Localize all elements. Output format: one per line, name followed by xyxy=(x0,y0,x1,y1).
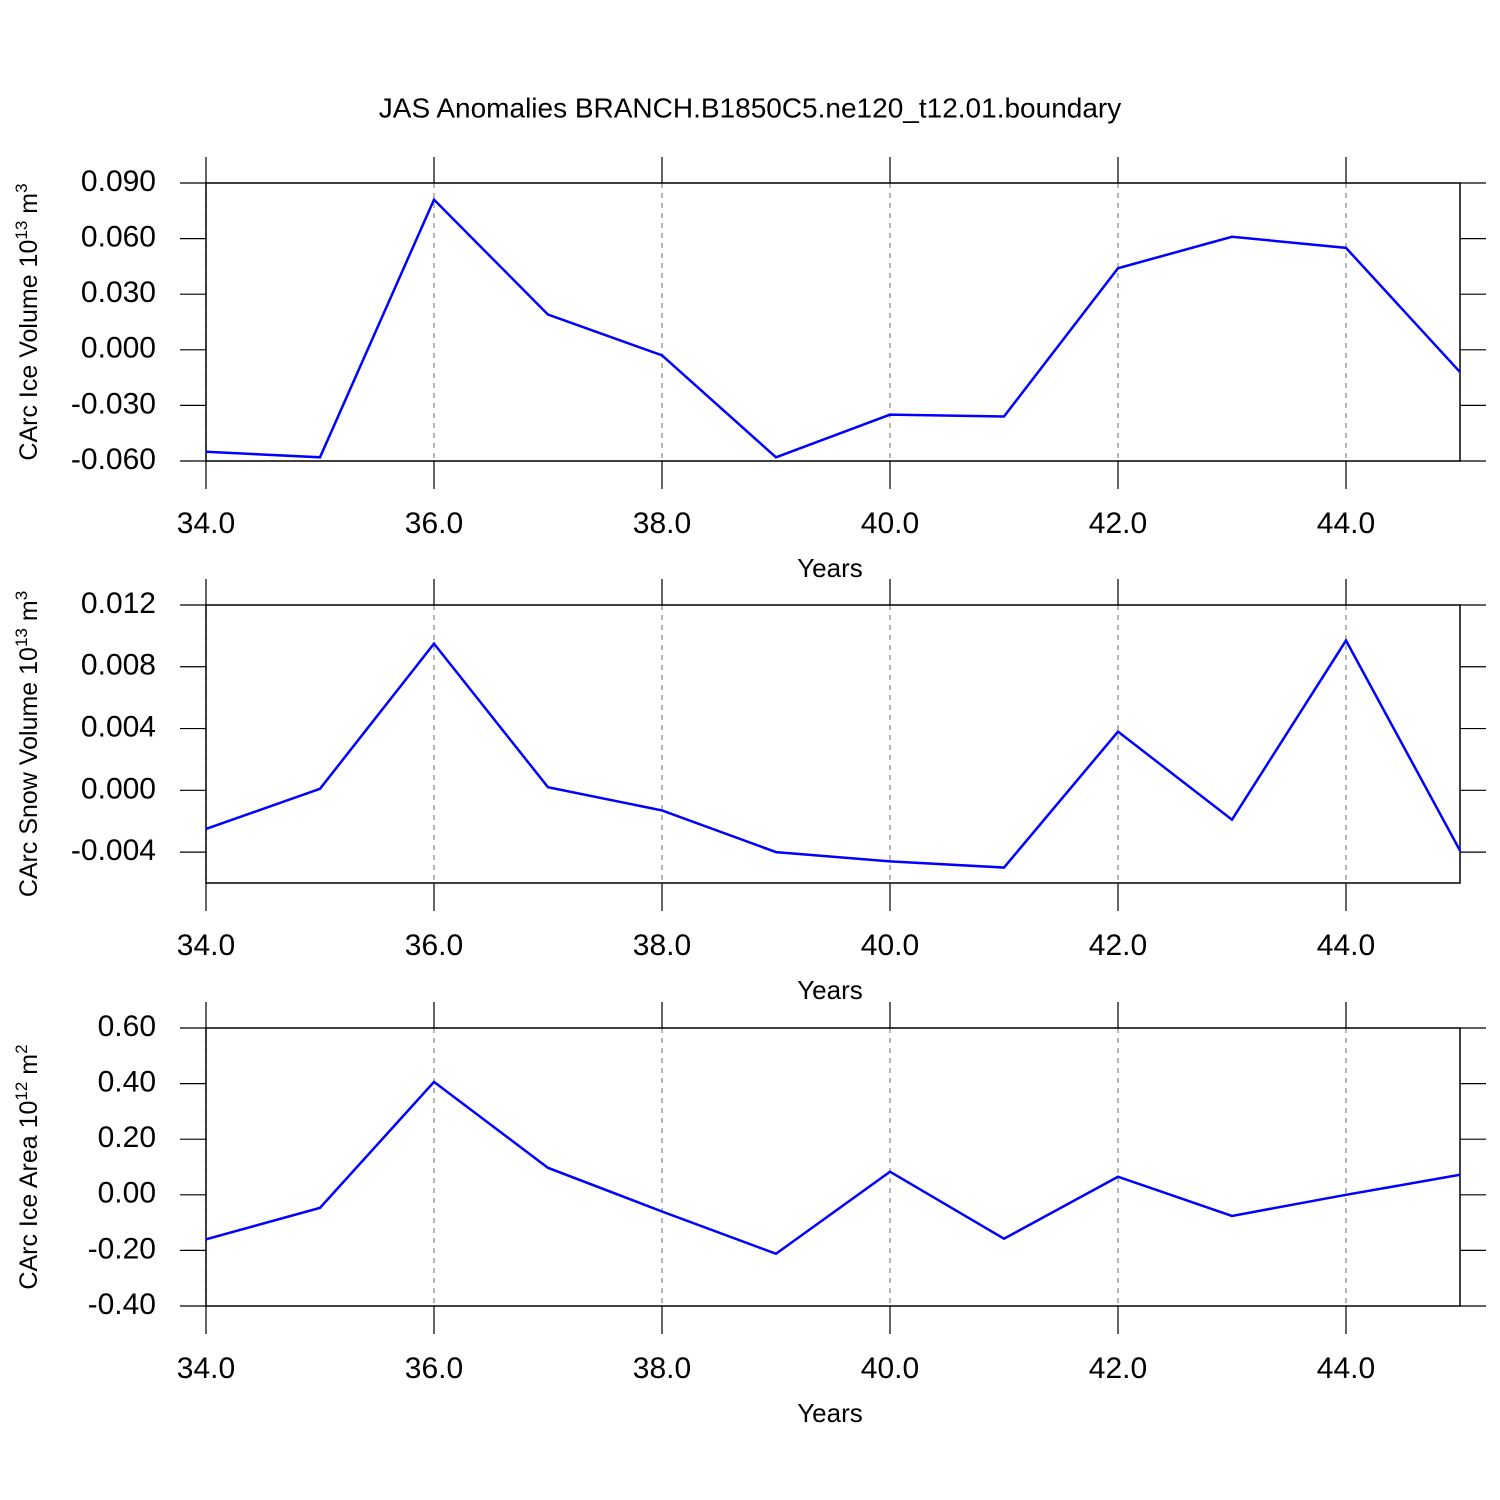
y-axis-label: CArc Ice Area 1012 m2 xyxy=(12,1044,43,1289)
y-tick-label: 0.60 xyxy=(98,1010,156,1043)
superscript: 3 xyxy=(12,591,31,600)
superscript: 13 xyxy=(12,221,31,240)
y-tick-label: 0.00 xyxy=(98,1177,156,1210)
y-tick-label: 0.000 xyxy=(81,772,156,805)
y-tick-label: 0.060 xyxy=(81,221,156,254)
x-tick-label: 40.0 xyxy=(861,507,919,540)
y-axis-label: CArc Ice Volume 1013 m3 xyxy=(12,183,43,460)
superscript: 13 xyxy=(12,628,31,647)
y-tick-label: 0.000 xyxy=(81,332,156,365)
label-part: CArc Ice Volume 10 xyxy=(15,240,43,461)
superscript: 12 xyxy=(12,1082,31,1101)
x-tick-label: 36.0 xyxy=(405,1352,463,1385)
y-tick-label: 0.40 xyxy=(98,1066,156,1099)
x-axis-label: Years xyxy=(797,975,863,1005)
x-tick-label: 34.0 xyxy=(177,929,235,962)
y-tick-label: 0.004 xyxy=(81,710,156,743)
x-tick-label: 34.0 xyxy=(177,507,235,540)
x-tick-label: 42.0 xyxy=(1089,1352,1147,1385)
x-axis-label: Years xyxy=(797,553,863,583)
x-tick-label: 42.0 xyxy=(1089,507,1147,540)
y-axis-label: CArc Snow Volume 1013 m3 xyxy=(12,591,43,897)
y-tick-label: 0.20 xyxy=(98,1121,156,1154)
y-tick-label: 0.030 xyxy=(81,276,156,309)
data-line xyxy=(205,197,1461,459)
label-part: CArc Ice Area 10 xyxy=(15,1101,43,1290)
x-tick-label: 44.0 xyxy=(1317,1352,1375,1385)
y-tick-label: -0.004 xyxy=(71,834,156,867)
label-part: CArc Snow Volume 10 xyxy=(15,647,43,897)
y-tick-label: -0.060 xyxy=(71,443,156,476)
data-line xyxy=(205,1080,1461,1256)
x-tick-label: 38.0 xyxy=(633,929,691,962)
superscript: 3 xyxy=(12,183,31,192)
y-tick-label: -0.40 xyxy=(88,1288,156,1321)
x-tick-label: 40.0 xyxy=(861,1352,919,1385)
x-tick-label: 40.0 xyxy=(861,929,919,962)
label-part: m xyxy=(15,193,43,214)
y-tick-label: 0.012 xyxy=(81,587,156,620)
chart-title: JAS Anomalies BRANCH.B1850C5.ne120_t12.0… xyxy=(379,92,1121,123)
plot-frame xyxy=(205,1027,1461,1307)
x-tick-label: 44.0 xyxy=(1317,929,1375,962)
data-line xyxy=(205,638,1462,869)
y-tick-label: 0.008 xyxy=(81,649,156,682)
y-tick-label: -0.030 xyxy=(71,387,156,420)
x-axis-label: Years xyxy=(797,1398,863,1428)
x-tick-label: 42.0 xyxy=(1089,929,1147,962)
label-part: m xyxy=(15,600,43,621)
x-tick-label: 38.0 xyxy=(633,507,691,540)
x-tick-label: 38.0 xyxy=(633,1352,691,1385)
plot-frame xyxy=(205,604,1461,884)
label-part: m xyxy=(15,1054,43,1075)
plot-frame xyxy=(205,182,1461,462)
x-tick-label: 36.0 xyxy=(405,507,463,540)
y-tick-label: -0.20 xyxy=(88,1232,156,1265)
x-tick-label: 34.0 xyxy=(177,1352,235,1385)
x-tick-label: 44.0 xyxy=(1317,507,1375,540)
superscript: 2 xyxy=(12,1044,31,1053)
y-tick-label: 0.090 xyxy=(81,165,156,198)
x-tick-label: 36.0 xyxy=(405,929,463,962)
